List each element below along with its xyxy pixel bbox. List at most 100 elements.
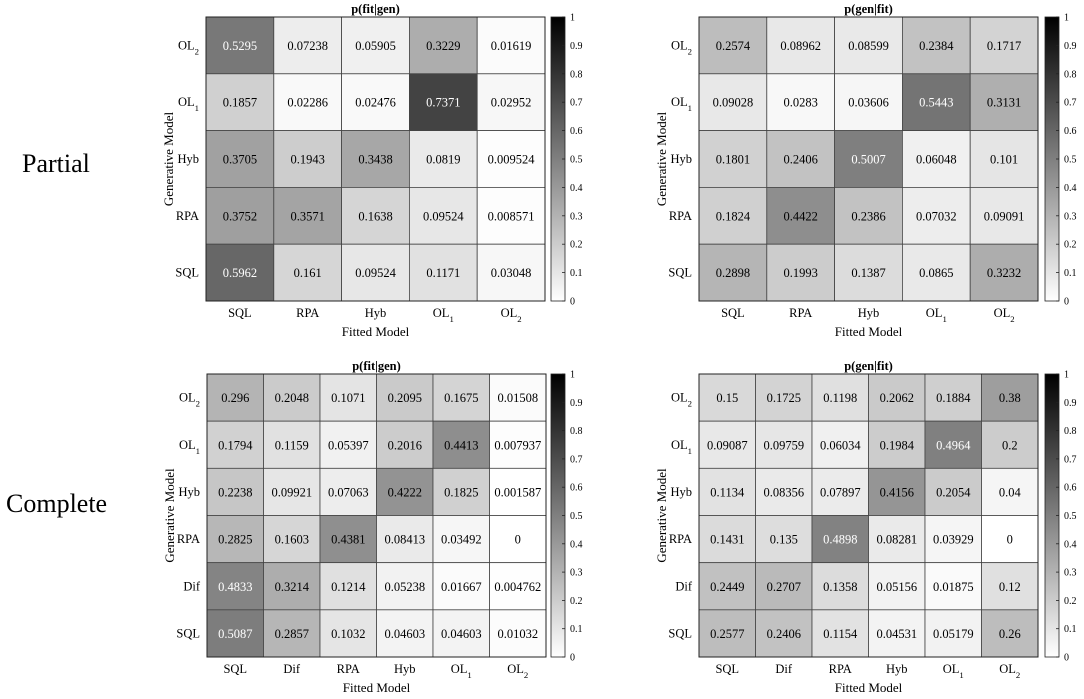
cell-value-label: 0.4898 (823, 533, 857, 547)
heatmap-cell (969, 130, 1039, 188)
cell-value-label: 0.009524 (488, 153, 536, 167)
x-tick-label: Hyb (858, 306, 880, 320)
colorbar-tick-label: 0.2 (1064, 240, 1077, 251)
y-tick-label: RPA (669, 532, 692, 546)
colorbar-tick-label: 0.9 (1064, 398, 1077, 409)
colorbar-tick-label: 0.9 (570, 41, 583, 52)
heatmap-cell (766, 130, 835, 188)
cell-value-label: 0.02952 (491, 96, 532, 110)
cell-value-label: 0.1171 (426, 266, 460, 280)
colorbar-tick-label: 0.7 (570, 454, 583, 465)
heatmap-cell (408, 16, 478, 75)
colorbar-tick-label: 0.9 (570, 398, 583, 409)
heatmap-cell (766, 16, 835, 75)
heatmap-cell (206, 515, 264, 564)
colorbar-tick-label: 0.7 (1064, 98, 1077, 109)
colorbar-tick-label: 0.5 (1064, 155, 1077, 166)
heatmap-cell (868, 373, 926, 422)
cell-value-label: 0.08413 (384, 533, 425, 547)
row-label-partial: Partial (22, 149, 90, 178)
heatmap-cell (341, 186, 410, 245)
row-label-complete: Complete (6, 489, 108, 518)
colorbar-tick-label: 0.6 (570, 126, 583, 137)
heatmap-cell (476, 243, 546, 302)
heatmap-cell (408, 73, 478, 132)
cell-value-label: 0.1984 (880, 438, 915, 452)
y-axis-label: Generative Model (654, 112, 669, 207)
x-tick-label: OL1 (451, 662, 472, 680)
heatmap-cell (698, 562, 756, 611)
colorbar-tick-label: 0.8 (570, 69, 583, 80)
chart-title: p(gen|fit) (844, 2, 893, 16)
colorbar-tick-label: 0.8 (570, 426, 583, 437)
cell-value-label: 0.06048 (916, 153, 957, 167)
heatmap-cell (902, 16, 971, 75)
cell-value-label: 0.1993 (784, 266, 818, 280)
cell-value-label: 0.2577 (710, 627, 744, 641)
cell-value-label: 0.1794 (218, 438, 253, 452)
plot-frame (205, 16, 546, 302)
heatmap-cell (319, 609, 377, 658)
cell-value-label: 0.01032 (497, 627, 538, 641)
cell-value-label: 0.2898 (716, 266, 750, 280)
heatmap-cell (902, 73, 971, 132)
cell-value-label: 0.3752 (223, 209, 257, 223)
cell-value-label: 0.1603 (275, 533, 309, 547)
y-tick-label: SQL (668, 266, 692, 280)
cell-value-label: 0.135 (770, 533, 798, 547)
cell-value-label: 0.1154 (823, 627, 858, 641)
cell-value-label: 0.5007 (851, 153, 885, 167)
cell-value-label: 0.5295 (223, 39, 257, 53)
cell-value-label: 0.2574 (716, 39, 751, 53)
cell-value-label: 0.4964 (936, 438, 971, 452)
colorbar-tick-label: 0.8 (1064, 426, 1077, 437)
colorbar-tick-label: 0.1 (570, 268, 583, 279)
cell-value-label: 0.5443 (919, 96, 953, 110)
colorbar-tick-label: 0.2 (1064, 596, 1077, 607)
colorbar-tick-label: 0 (570, 297, 575, 308)
heatmap-cell (811, 609, 869, 658)
heatmap-cell (432, 562, 490, 611)
cell-value-label: 0.296 (221, 391, 249, 405)
cell-value-label: 0.03929 (933, 533, 974, 547)
cell-value-label: 0.02286 (287, 96, 328, 110)
plot-frame (206, 373, 547, 658)
cell-value-label: 0.2238 (218, 485, 252, 499)
cell-value-label: 0.2054 (936, 485, 971, 499)
cell-value-label: 0.5087 (218, 627, 252, 641)
x-tick-label: OL2 (994, 306, 1015, 324)
heatmap-cell (698, 186, 768, 245)
cell-value-label: 0.05238 (384, 580, 425, 594)
heatmap-cell (206, 373, 264, 422)
cell-value-label: 0.1943 (291, 153, 325, 167)
colorbar-tick-label: 0.4 (570, 183, 583, 194)
cell-value-label: 0.1358 (823, 580, 857, 594)
cell-value-label: 0.2095 (388, 391, 422, 405)
heatmap-cell (432, 467, 490, 516)
heatmap-cell (834, 73, 903, 132)
heatmap-cell (698, 420, 756, 469)
heatmap-cell (755, 562, 813, 611)
y-axis-label: Generative Model (161, 112, 176, 207)
cell-value-label: 0.08281 (876, 533, 917, 547)
heatmap-cell (698, 73, 768, 132)
colorbar-tick-label: 0.5 (570, 511, 583, 522)
y-tick-label: SQL (176, 626, 200, 640)
cell-value-label: 0.1825 (444, 485, 478, 499)
heatmap-cell (868, 467, 926, 516)
cell-value-label: 0.01875 (933, 580, 974, 594)
colorbar-tick-label: 0.7 (1064, 454, 1077, 465)
cell-value-label: 0.1032 (331, 627, 365, 641)
heatmap-cell (376, 562, 434, 611)
heatmap-cell (924, 373, 982, 422)
x-tick-label: OL2 (999, 662, 1020, 680)
cell-value-label: 0.09091 (984, 209, 1025, 223)
colorbar-tick-label: 0.5 (570, 155, 583, 166)
heatmap-cell (755, 609, 813, 658)
cell-value-label: 0.2048 (275, 391, 309, 405)
cell-value-label: 0.04603 (441, 627, 482, 641)
colorbar-tick-label: 0 (1064, 297, 1069, 308)
y-tick-label: OL1 (178, 95, 199, 113)
